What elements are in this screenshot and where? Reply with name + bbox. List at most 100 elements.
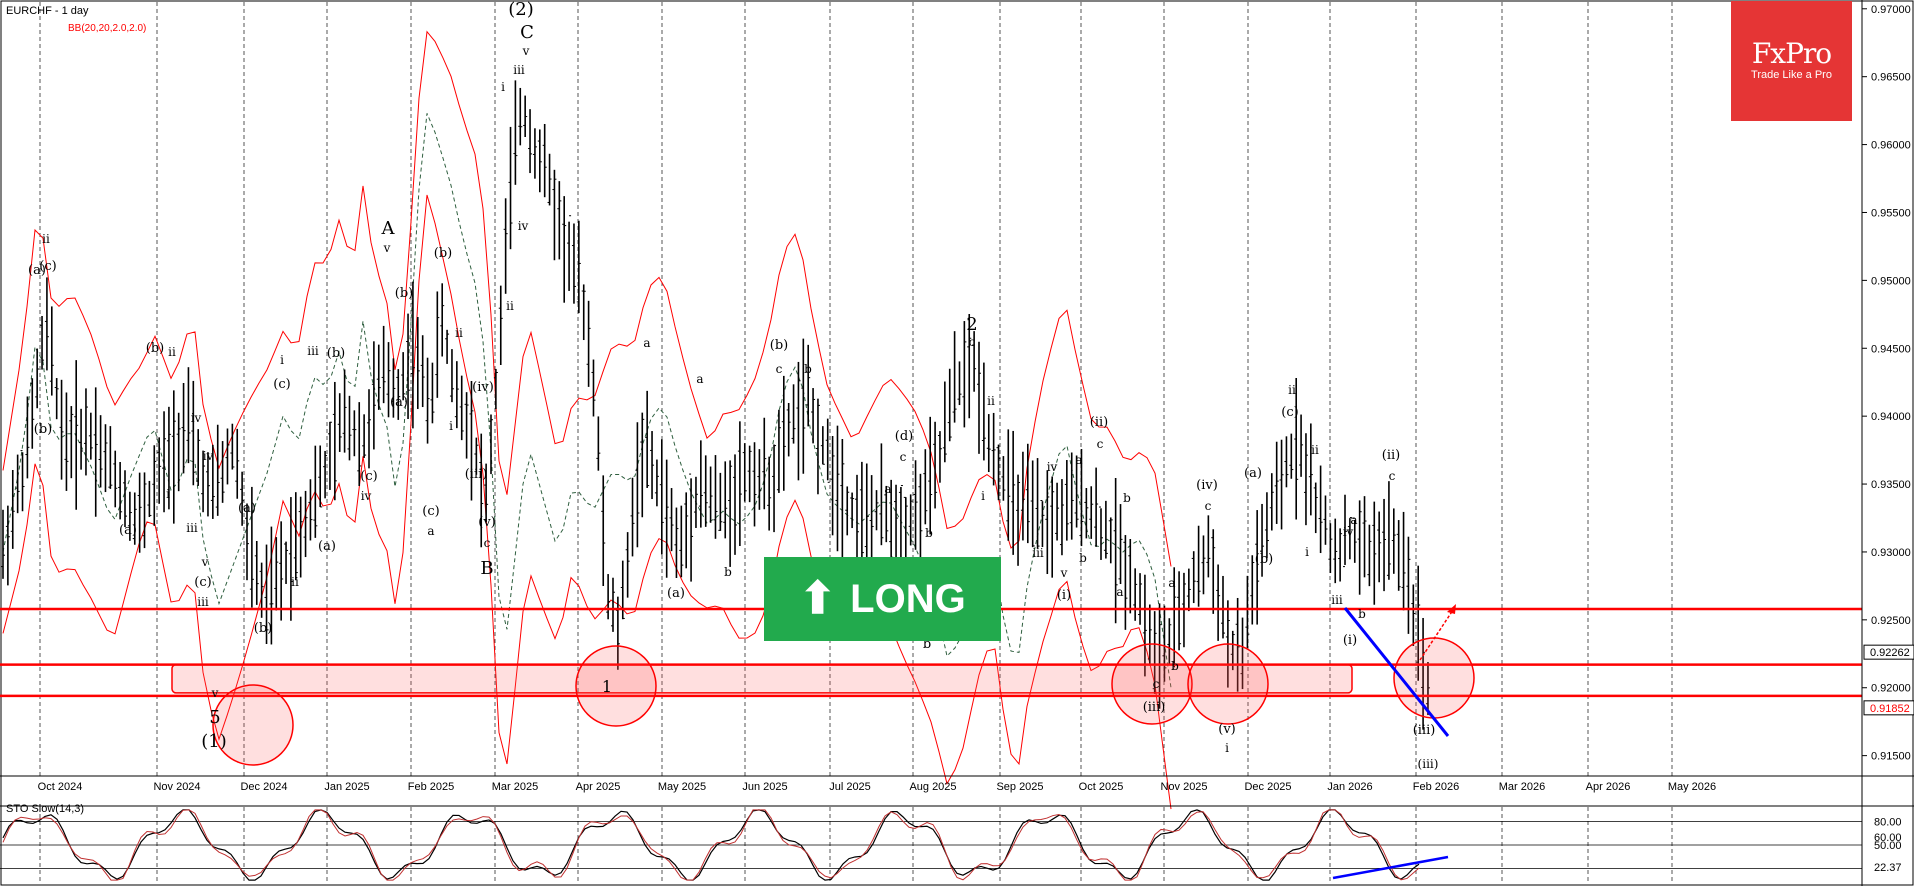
downtrend-line: [1343, 607, 1450, 737]
upper-band: [2, 30, 1172, 567]
logo-tagline: Trade Like a Pro: [1751, 69, 1832, 81]
wave-label: (iii): [1418, 757, 1439, 771]
wave-label: 5: [209, 707, 220, 728]
wave-label: (a): [667, 586, 685, 601]
wave-label: a: [1350, 513, 1357, 527]
price-marker-label: 0.92262: [1870, 647, 1910, 659]
price-marker-box: [1863, 700, 1914, 716]
y-tick-label: 0.94000: [1871, 411, 1911, 423]
x-tick-label: Sep 2025: [996, 781, 1043, 793]
wave-label: v: [1060, 566, 1068, 580]
wave-label: (c): [273, 377, 290, 392]
wave-label: (a): [390, 395, 408, 410]
stoch-d-line: [2, 809, 1420, 881]
wave-label: b: [1079, 551, 1087, 565]
x-tick-label: Mar 2026: [1499, 781, 1545, 793]
wave-label: (b): [1255, 552, 1273, 567]
wave-label: iv: [1343, 525, 1354, 539]
wave-label: v: [383, 241, 391, 255]
highlight-circle: [575, 645, 657, 727]
wave-label: c: [1389, 469, 1396, 483]
wave-label: (c): [360, 469, 377, 484]
x-tick-label: Dec 2024: [240, 781, 287, 793]
wave-label: (iii): [1413, 723, 1436, 738]
highlight-circle: [212, 684, 294, 766]
price-marker-box: [1863, 644, 1914, 660]
y-tick-label: 0.97000: [1871, 4, 1911, 16]
wave-label: (i): [1057, 588, 1071, 603]
wave-label: ii: [168, 345, 176, 359]
wave-label: c: [969, 335, 976, 349]
wave-label: iii: [1032, 546, 1044, 560]
wave-label: (ii): [1090, 415, 1108, 430]
wave-label: v: [211, 686, 219, 700]
wave-label: a: [1116, 585, 1123, 599]
wave-label: b: [925, 526, 933, 540]
wave-label: v: [522, 44, 530, 58]
wave-label: b: [923, 637, 931, 652]
logo-brand: FxPro: [1751, 37, 1832, 70]
stoch-current-label: 22.37: [1874, 862, 1902, 874]
y-tick-label: 0.94500: [1871, 343, 1911, 355]
y-tick-label: 0.93000: [1871, 547, 1911, 559]
wave-label: (b): [254, 621, 272, 636]
projection-arrowhead: [1447, 604, 1456, 614]
price-marker-label: 0.91852: [1870, 703, 1910, 715]
stoch-tick-label: 60.00: [1874, 832, 1902, 844]
x-tick-label: May 2026: [1668, 781, 1716, 793]
wave-label: B: [480, 558, 493, 579]
wave-label: (ii): [1382, 448, 1400, 463]
x-tick-label: Jun 2025: [742, 781, 787, 793]
chart-annotations: [0, 604, 1862, 766]
wave-label: iii: [1331, 593, 1343, 607]
wave-label: i: [280, 353, 284, 367]
wave-label: c: [1097, 437, 1104, 451]
wave-label: i: [1225, 741, 1229, 755]
x-tick-label: Feb 2026: [1413, 781, 1459, 793]
wave-label: c: [776, 362, 783, 376]
wave-label: b: [1171, 659, 1179, 673]
stoch-level-label: 50.00: [1874, 840, 1902, 852]
wave-label: c: [1205, 499, 1212, 513]
wave-label: b: [1358, 607, 1366, 621]
wave-label: (a): [1244, 466, 1262, 481]
wave-label: iii: [513, 63, 525, 77]
wave-label: b: [1123, 491, 1131, 505]
x-tick-label: Jul 2025: [829, 781, 871, 793]
wave-label: (a): [238, 501, 256, 516]
wave-label: (v): [478, 515, 496, 530]
x-tick-label: May 2025: [658, 781, 706, 793]
wave-label: iii: [307, 344, 319, 358]
x-tick-label: Jan 2026: [1327, 781, 1372, 793]
wave-label: (a): [28, 263, 46, 278]
x-tick-label: Oct 2024: [38, 781, 83, 793]
y-tick-label: 0.91500: [1871, 751, 1911, 763]
x-tick-label: Nov 2024: [153, 781, 200, 793]
y-tick-label: 0.93500: [1871, 479, 1911, 491]
stoch-trendline: [1332, 855, 1449, 880]
wave-label: (2): [508, 0, 534, 20]
wave-label: a: [1168, 576, 1175, 590]
x-tick-label: Jan 2025: [324, 781, 369, 793]
x-tick-label: Oct 2025: [1079, 781, 1124, 793]
wave-label: i: [501, 80, 505, 94]
wave-label: c: [484, 536, 491, 550]
wave-label: (i): [1343, 633, 1357, 648]
wave-label: i: [449, 419, 453, 433]
stoch-level-label: 80.00: [1874, 817, 1902, 829]
y-tick-label: 0.92000: [1871, 683, 1911, 695]
x-tick-label: Feb 2025: [408, 781, 454, 793]
long-signal-badge: ⬆ LONG: [764, 557, 1001, 641]
wave-label: iii: [197, 595, 209, 609]
lower-band: [2, 194, 1172, 810]
y-tick-label: 0.96000: [1871, 140, 1911, 152]
x-tick-label: Nov 2025: [1160, 781, 1207, 793]
wave-label: iv: [361, 489, 372, 503]
x-tick-label: Mar 2025: [492, 781, 538, 793]
wave-label: (iii): [1143, 700, 1166, 715]
wave-label: ii: [291, 575, 299, 589]
x-tick-label: Dec 2025: [1244, 781, 1291, 793]
